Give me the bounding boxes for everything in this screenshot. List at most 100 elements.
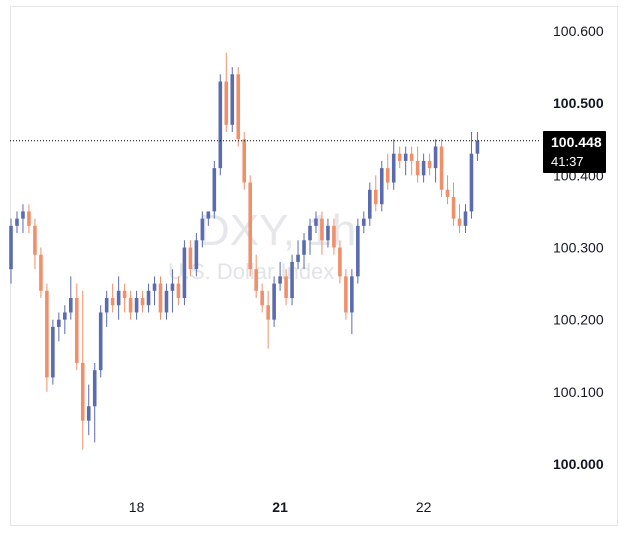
candle-body — [362, 218, 366, 226]
candle-body — [236, 74, 241, 140]
candle-body — [176, 283, 181, 299]
last-price-value: 100.448 — [551, 134, 602, 150]
candle-body — [266, 305, 270, 320]
candle-body — [212, 168, 217, 212]
candle-body — [188, 247, 193, 270]
time-tick-label: 18 — [129, 499, 145, 515]
candle — [128, 290, 133, 320]
candle — [272, 276, 276, 327]
candle — [391, 139, 396, 190]
candle-body — [86, 406, 91, 421]
time-axis[interactable]: 18 21 22 — [129, 499, 432, 515]
candle — [212, 160, 217, 219]
price-tick-label: 100.500 — [553, 95, 604, 111]
candle — [188, 240, 193, 277]
candle — [164, 283, 169, 320]
candle — [104, 290, 109, 327]
candle — [92, 362, 97, 443]
candle-body — [451, 196, 456, 219]
candle — [158, 276, 163, 320]
candle-body — [344, 276, 348, 313]
candle — [397, 146, 402, 169]
candle — [266, 290, 270, 349]
candle-body — [74, 298, 79, 363]
candle-body — [69, 298, 73, 313]
price-tick-label: 100.600 — [553, 23, 604, 39]
watermark-symbol: DXY, 1h — [198, 206, 356, 255]
candle — [344, 269, 348, 320]
candle-body — [332, 225, 336, 248]
candle-body — [134, 298, 139, 313]
candle — [39, 247, 43, 299]
candle — [296, 240, 300, 270]
candle — [457, 204, 462, 234]
candle-body — [308, 225, 312, 241]
price-tick-label: 100.000 — [553, 456, 604, 472]
candle — [421, 153, 426, 183]
candle-body — [290, 261, 294, 299]
candle-body — [152, 283, 157, 291]
candle — [51, 319, 55, 385]
candle — [116, 276, 121, 320]
candle-body — [128, 298, 133, 313]
candle — [326, 218, 330, 248]
candle-body — [385, 168, 390, 183]
candle — [302, 233, 306, 270]
candle-body — [296, 254, 300, 262]
candle — [170, 269, 175, 313]
candle — [122, 283, 127, 313]
candle — [45, 283, 49, 392]
candle-body — [146, 290, 151, 306]
candle-body — [254, 269, 258, 291]
candle-body — [98, 312, 103, 371]
candle — [69, 276, 73, 320]
candle-body — [92, 370, 97, 407]
candle-body — [194, 240, 199, 270]
candle — [314, 211, 318, 234]
candle-body — [218, 81, 223, 169]
candle-body — [409, 153, 414, 161]
price-axis[interactable]: 100.600100.500100.400100.300100.200100.1… — [553, 23, 604, 472]
candle-body — [379, 168, 384, 205]
candle — [206, 211, 211, 226]
price-tick-label: 100.100 — [553, 384, 604, 400]
time-tick-label: 21 — [272, 499, 288, 515]
candle-body — [164, 290, 169, 313]
candle-body — [284, 276, 288, 299]
candle — [439, 139, 444, 197]
candle — [194, 233, 199, 277]
candle-body — [415, 160, 420, 176]
candle — [200, 211, 205, 248]
last-price-box — [543, 131, 606, 173]
candle-body — [9, 225, 13, 270]
candle-body — [104, 298, 109, 313]
candle-body — [433, 146, 438, 169]
candle — [86, 384, 91, 436]
candle-body — [80, 362, 85, 421]
candle-body — [170, 283, 175, 291]
candle — [63, 305, 67, 335]
candle — [338, 240, 342, 284]
candle-body — [397, 153, 402, 161]
candle — [284, 269, 288, 306]
candle — [332, 218, 336, 255]
candle — [98, 305, 103, 378]
candle — [379, 160, 384, 212]
candle-body — [242, 139, 247, 183]
candle-body — [356, 225, 360, 277]
chart-frame — [10, 6, 618, 526]
candle-body — [469, 153, 474, 212]
candle — [80, 290, 85, 450]
candle-body — [200, 218, 205, 241]
candle — [230, 67, 235, 133]
candle — [21, 204, 25, 234]
candle — [385, 153, 390, 190]
candle — [403, 146, 408, 176]
candle — [134, 290, 139, 320]
candle — [110, 283, 115, 313]
candle — [242, 132, 247, 190]
candle-body — [158, 283, 163, 313]
candle — [362, 211, 366, 234]
candle-body — [57, 319, 61, 327]
